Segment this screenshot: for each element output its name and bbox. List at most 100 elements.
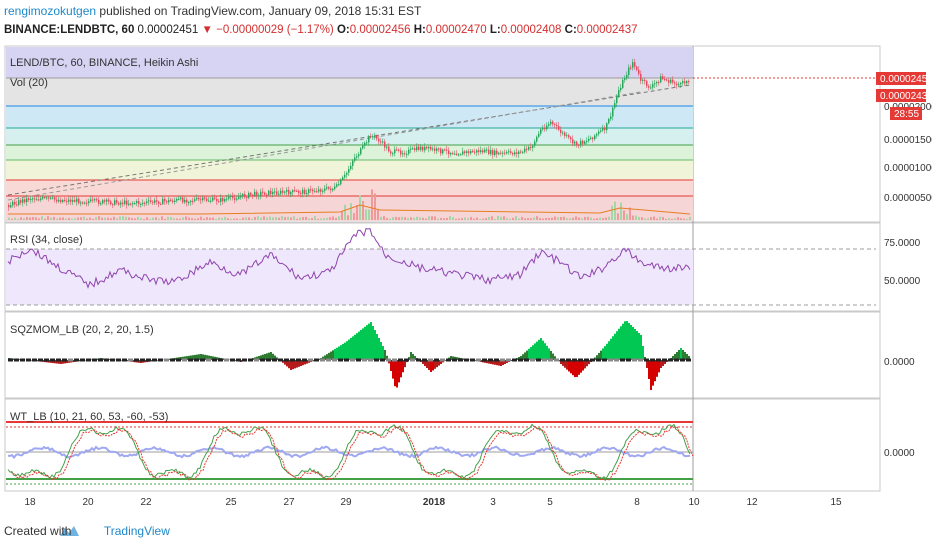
- sqz-bar: [658, 360, 660, 373]
- sqz-bar: [350, 338, 352, 360]
- volume-bar: [653, 216, 655, 220]
- candle-body: [130, 203, 132, 205]
- candle-body: [12, 201, 14, 206]
- candle-body: [624, 78, 626, 80]
- sqz-bar: [404, 360, 406, 368]
- sqz-dot: [20, 358, 25, 362]
- volume-bar: [17, 218, 19, 220]
- sqz-dot: [590, 358, 595, 362]
- volume-bar: [464, 217, 466, 220]
- candle-body: [170, 199, 172, 201]
- sqz-bar: [60, 360, 62, 364]
- candle-body: [158, 201, 160, 204]
- sqz-bar: [258, 356, 260, 360]
- sqz-bar: [492, 360, 494, 365]
- sqz-dot: [446, 358, 451, 362]
- sqz-bar: [656, 360, 658, 377]
- sqz-bar: [570, 360, 572, 374]
- candle-body: [212, 197, 214, 201]
- time-tick: 25: [225, 497, 237, 508]
- sqz-bar: [568, 360, 570, 372]
- volume-bar: [671, 218, 673, 220]
- sqz-bar: [438, 360, 440, 366]
- candle-body: [64, 200, 66, 202]
- candle-body: [548, 124, 550, 126]
- volume-bar: [356, 205, 358, 220]
- main-pane[interactable]: [4, 45, 881, 223]
- sqz-bar: [360, 330, 362, 360]
- sqz-dot: [464, 358, 469, 362]
- sqz-dot: [554, 358, 559, 362]
- volume-bar: [272, 217, 274, 220]
- candle-body: [526, 148, 528, 150]
- candle-body: [388, 146, 390, 152]
- candle-body: [398, 149, 400, 151]
- candle-body: [572, 139, 574, 144]
- volume-bar: [128, 217, 130, 220]
- candle-body: [32, 198, 34, 200]
- volume-bar: [371, 189, 373, 220]
- candle-body: [464, 151, 466, 154]
- sqz-bar: [386, 355, 388, 360]
- sqz-bar: [614, 333, 616, 360]
- candle-body: [558, 126, 560, 130]
- volume-bar: [566, 218, 568, 220]
- sqz-bar: [542, 340, 544, 360]
- volume-bar: [386, 217, 388, 220]
- candle-body: [368, 136, 370, 143]
- volume-bar: [200, 216, 202, 220]
- author-link[interactable]: rengimozokutgen: [4, 4, 97, 18]
- candle-body: [584, 141, 586, 144]
- candle-body: [356, 156, 358, 158]
- candle-body: [76, 198, 78, 202]
- candle-body: [164, 198, 166, 202]
- candle-body: [306, 193, 308, 195]
- candle-body: [100, 203, 102, 205]
- sqz-bar: [616, 331, 618, 360]
- candle-body: [626, 74, 628, 79]
- volume-bar: [620, 202, 622, 220]
- volume-bar: [599, 217, 601, 220]
- volume-bars: [8, 189, 691, 220]
- sqz-bar: [204, 354, 206, 360]
- candle-body: [512, 153, 514, 155]
- volume-bar: [152, 217, 154, 220]
- sqz-bar: [686, 354, 688, 360]
- candle-body: [202, 197, 204, 201]
- candle-body: [386, 146, 388, 148]
- sqz-bar: [428, 360, 430, 370]
- volume-bar: [542, 218, 544, 220]
- publish-text: published on TradingView.com, January 09…: [96, 4, 422, 18]
- candle-body: [150, 200, 152, 202]
- sqz-dot: [188, 358, 193, 362]
- fib-band: [6, 106, 693, 128]
- candle-body: [28, 198, 30, 200]
- volume-bar: [512, 217, 514, 220]
- sqz-bar: [392, 360, 394, 379]
- rsi-band: [6, 249, 693, 305]
- candle-body: [670, 79, 672, 83]
- rsi-pane[interactable]: [4, 222, 881, 312]
- candle-body: [402, 153, 404, 155]
- sqz-bar: [654, 360, 656, 382]
- candle-body: [132, 203, 134, 205]
- volume-bar: [467, 218, 469, 220]
- sqz-bar: [198, 354, 200, 360]
- sqz-bar: [56, 360, 58, 364]
- sqz-bar: [362, 328, 364, 360]
- candle-body: [106, 199, 108, 202]
- wt-pane[interactable]: [4, 398, 881, 492]
- tradingview-link[interactable]: TradingView: [103, 524, 170, 538]
- sqz-bar: [206, 355, 208, 360]
- candle-body: [36, 199, 38, 201]
- last-price: 0.00002451: [137, 24, 199, 36]
- candle-body: [254, 191, 256, 196]
- sqz-dot: [68, 358, 73, 362]
- sqz-pane[interactable]: [4, 311, 881, 399]
- candle-body: [98, 199, 100, 204]
- candle-body: [194, 199, 196, 201]
- sqz-bar: [612, 336, 614, 360]
- sqz-dot: [128, 358, 133, 362]
- close-price-tag-text: 0.00002437: [880, 91, 932, 102]
